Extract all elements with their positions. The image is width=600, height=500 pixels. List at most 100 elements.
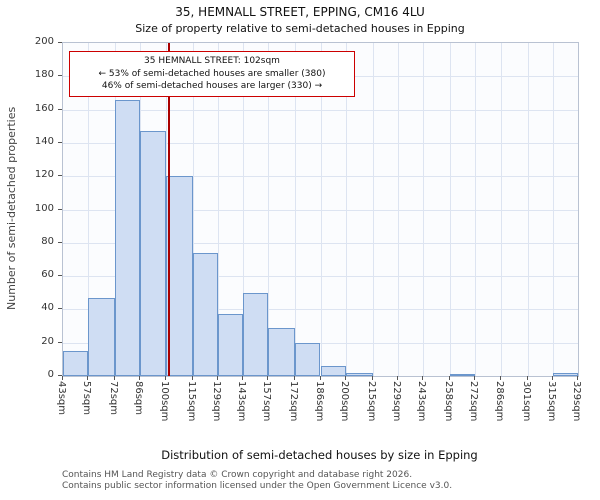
histogram-bar <box>217 314 244 376</box>
x-tick-mark <box>216 376 218 380</box>
footer-copyright-line-1: Contains HM Land Registry data © Crown c… <box>62 470 413 480</box>
y-tick-label: 0 <box>47 369 54 380</box>
y-tick-mark <box>58 108 62 110</box>
x-tick-mark <box>139 376 141 380</box>
property-marker-line <box>168 43 171 376</box>
gridline-vertical <box>243 43 245 376</box>
y-tick-label: 200 <box>34 36 54 47</box>
y-tick-label: 100 <box>34 202 54 214</box>
x-tick-label: 57sqm <box>81 381 93 416</box>
marker-annotation-box: 35 HEMNALL STREET: 102sqm ← 53% of semi-… <box>69 51 355 97</box>
x-tick-label: 272sqm <box>468 381 480 422</box>
y-tick-label: 40 <box>41 302 54 314</box>
y-tick-mark <box>58 241 62 243</box>
annotation-line-2: ← 53% of semi-detached houses are smalle… <box>98 68 326 79</box>
x-tick-mark <box>319 376 321 380</box>
gridline-vertical <box>88 43 90 376</box>
x-tick-label: 129sqm <box>210 381 222 422</box>
y-tick-label: 20 <box>41 335 54 347</box>
gridline-vertical <box>372 43 374 376</box>
x-tick-mark <box>474 376 476 380</box>
y-tick-label: 80 <box>41 235 54 247</box>
footer-copyright-line-2: Contains public sector information licen… <box>62 481 453 491</box>
chart-subtitle: Size of property relative to semi-detach… <box>135 22 465 35</box>
gridline-vertical <box>500 43 502 376</box>
gridline-vertical <box>527 43 529 376</box>
histogram-bar <box>450 374 476 376</box>
x-tick-label: 301sqm <box>520 381 532 422</box>
gridline-vertical <box>345 43 347 376</box>
annotation-line-1: 35 HEMNALL STREET: 102sqm <box>144 56 280 66</box>
gridline-vertical <box>450 43 452 376</box>
x-tick-label: 229sqm <box>390 381 402 422</box>
x-tick-mark <box>242 376 244 380</box>
y-tick-mark <box>58 375 62 376</box>
gridline-vertical <box>295 43 297 376</box>
gridline-vertical <box>217 43 219 376</box>
x-tick-mark <box>499 376 501 380</box>
x-tick-mark <box>526 376 528 380</box>
y-tick-mark <box>58 308 62 310</box>
x-tick-mark <box>449 376 451 380</box>
gridline-vertical <box>552 43 554 376</box>
histogram-bar <box>140 131 166 376</box>
x-tick-mark <box>371 376 373 380</box>
y-tick-mark <box>58 75 62 77</box>
x-tick-label: 258sqm <box>443 381 455 422</box>
x-tick-mark <box>344 376 346 380</box>
x-tick-label: 286sqm <box>493 381 505 422</box>
x-tick-label: 172sqm <box>288 381 300 422</box>
x-tick-label: 143sqm <box>236 381 248 422</box>
gridline-vertical <box>475 43 477 376</box>
x-tick-label: 215sqm <box>365 381 377 422</box>
x-tick-mark <box>191 376 193 380</box>
y-tick-label: 180 <box>34 69 54 81</box>
y-tick-mark <box>58 341 62 343</box>
y-tick-label: 140 <box>34 135 54 147</box>
histogram-bar <box>243 292 269 376</box>
annotation-line-3: 46% of semi-detached houses are larger (… <box>101 81 323 92</box>
x-tick-label: 315sqm <box>545 381 557 422</box>
gridline-vertical <box>268 43 270 376</box>
histogram-bar <box>268 327 296 376</box>
x-tick-label: 186sqm <box>313 381 325 422</box>
histogram-bar <box>115 99 141 376</box>
y-tick-mark <box>58 175 62 177</box>
histogram-bar <box>63 351 89 376</box>
x-tick-label: 329sqm <box>571 381 582 422</box>
y-tick-label: 120 <box>34 169 54 181</box>
x-tick-mark <box>114 376 116 380</box>
x-tick-mark <box>294 376 296 380</box>
x-tick-label: 157sqm <box>261 381 273 422</box>
x-tick-label: 72sqm <box>108 381 120 416</box>
histogram-bar <box>192 252 218 376</box>
x-tick-mark <box>577 376 578 380</box>
gridline-vertical <box>192 43 194 376</box>
gridline-vertical <box>320 43 322 376</box>
x-tick-label: 100sqm <box>158 381 170 422</box>
x-tick-label: 43sqm <box>56 381 67 416</box>
x-tick-mark <box>396 376 398 380</box>
x-tick-mark <box>267 376 269 380</box>
plot-area: 35 HEMNALL STREET: 102sqm ← 53% of semi-… <box>62 42 579 377</box>
chart-title: 35, HEMNALL STREET, EPPING, CM16 4LU <box>175 5 425 19</box>
x-tick-mark <box>62 376 63 380</box>
histogram-bar <box>552 372 578 376</box>
y-tick-mark <box>58 42 62 43</box>
x-tick-label: 200sqm <box>338 381 350 422</box>
y-tick-mark <box>58 208 62 210</box>
y-tick-mark <box>58 275 62 277</box>
x-tick-mark <box>164 376 166 380</box>
gridline-vertical <box>397 43 399 376</box>
histogram-bar <box>88 297 116 376</box>
x-axis-label: Distribution of semi-detached houses by … <box>161 448 478 462</box>
x-tick-label: 243sqm <box>416 381 428 422</box>
x-tick-label: 115sqm <box>185 381 197 422</box>
y-tick-label: 60 <box>41 269 54 281</box>
y-tick-label: 160 <box>34 102 54 114</box>
histogram-bar <box>320 366 346 376</box>
histogram-bar <box>345 372 373 376</box>
x-tick-mark <box>87 376 89 380</box>
histogram-bar <box>295 342 321 376</box>
